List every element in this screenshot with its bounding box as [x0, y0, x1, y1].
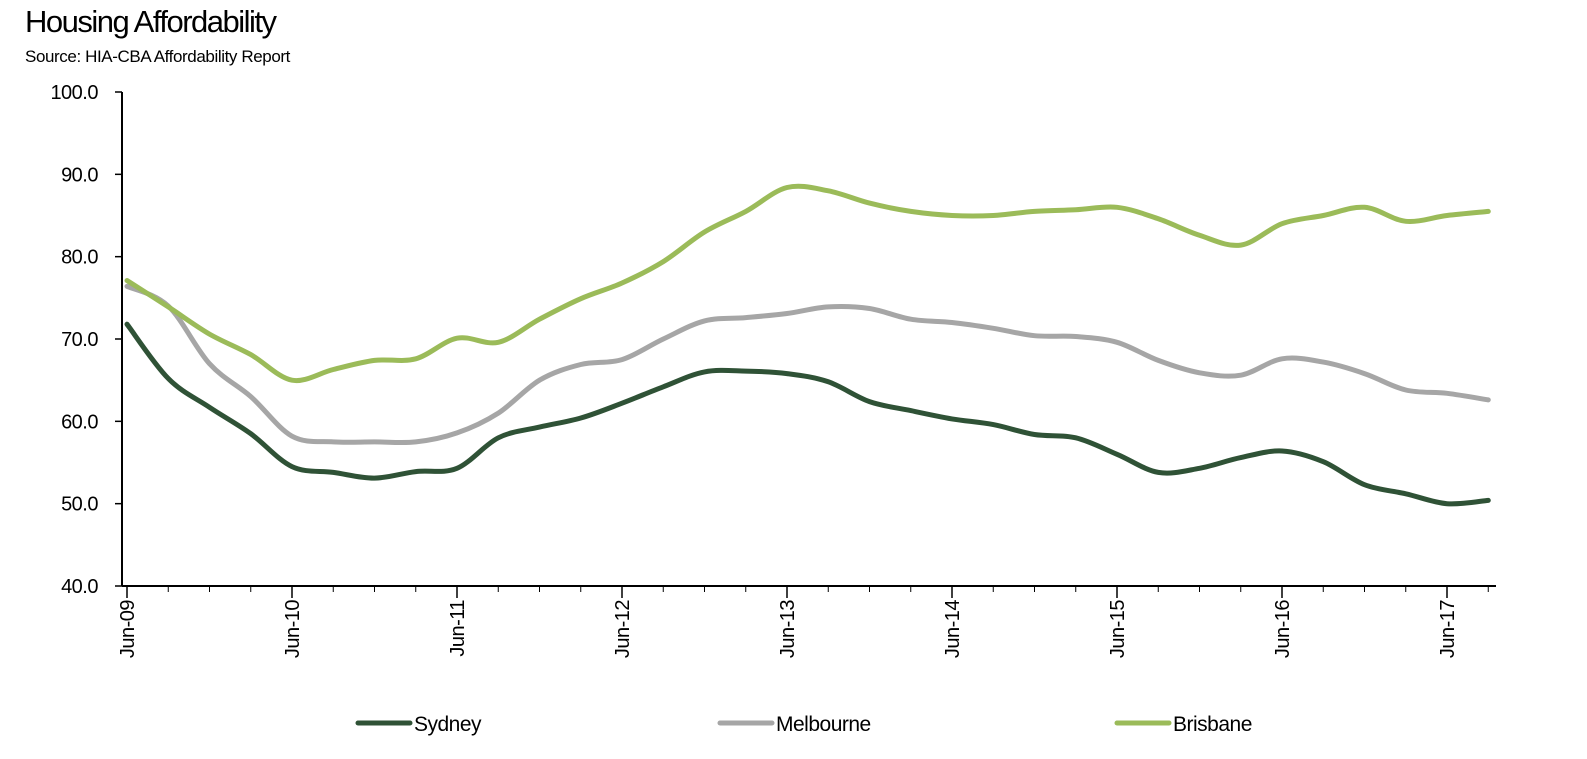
x-tick-label: Jun-13 [777, 600, 799, 659]
y-tick-label: 70.0 [61, 329, 98, 351]
series-line-brisbane [124, 183, 1491, 384]
x-tick-label: Jun-11 [447, 600, 469, 657]
chart-title: Housing Affordability [25, 4, 277, 39]
x-tick-label: Jun-14 [942, 600, 964, 659]
y-tick-label: 40.0 [61, 576, 98, 598]
legend-label-melbourne: Melbourne [776, 713, 871, 736]
legend: Sydney Melbourne Brisbane [355, 713, 1252, 736]
legend-label-sydney: Sydney [414, 713, 482, 736]
series-line-melbourne [124, 283, 1491, 446]
y-tick-label: 60.0 [61, 411, 98, 433]
x-tick-label: Jun-15 [1107, 600, 1129, 659]
x-tick-label: Jun-17 [1437, 600, 1459, 659]
legend-label-brisbane: Brisbane [1173, 713, 1252, 736]
x-tick-label: Jun-12 [612, 600, 634, 659]
series-lines [124, 183, 1491, 507]
series-line-sydney [124, 321, 1491, 507]
y-tick-label: 90.0 [61, 164, 98, 186]
x-tick-label: Jun-16 [1272, 600, 1294, 659]
chart-subtitle: Source: HIA-CBA Affordability Report [25, 47, 290, 66]
x-tick-label: Jun-10 [282, 600, 304, 659]
y-tick-label: 50.0 [61, 494, 98, 516]
y-tick-label: 80.0 [61, 247, 98, 269]
x-tick-label: Jun-09 [117, 600, 139, 659]
axes: 40.0 50.0 60.0 70.0 80.0 90.0 100.0 Jun-09 Jun-1… [50, 82, 1496, 658]
y-tick-label: 100.0 [50, 82, 98, 104]
